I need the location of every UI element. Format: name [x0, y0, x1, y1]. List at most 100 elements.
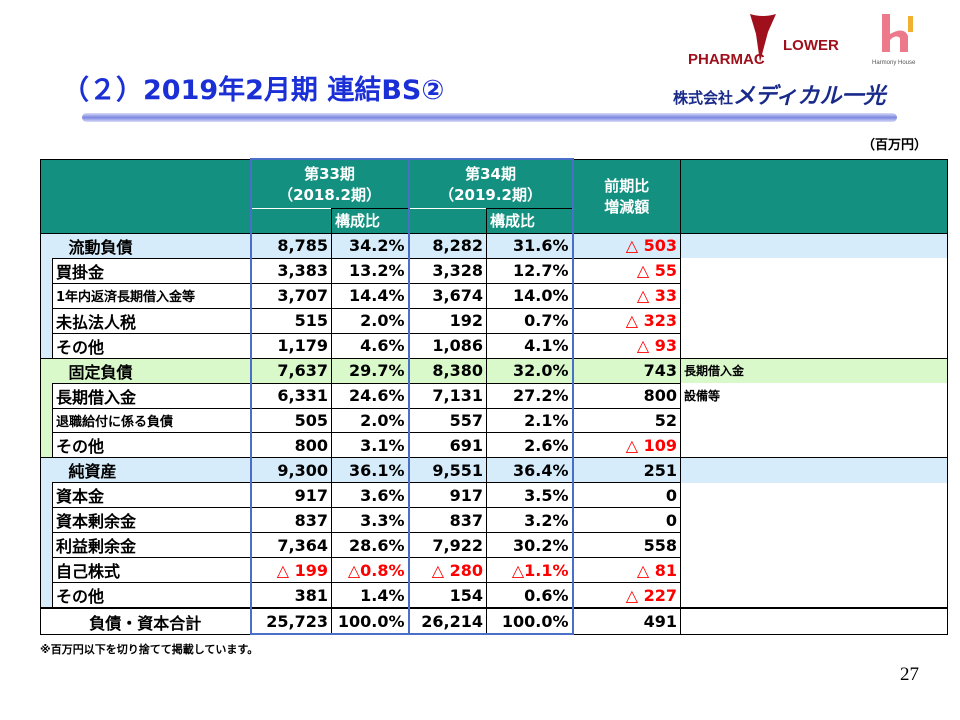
row-label: 資本剰余金 — [52, 507, 251, 534]
company-logo-name: メディカル一光 — [733, 84, 886, 109]
value-change: 0 — [572, 507, 682, 534]
value-period34: 7,131 — [407, 382, 488, 409]
row-note — [680, 532, 949, 558]
row-indent-stripe — [40, 482, 53, 508]
row-label: 1年内返済長期借入金等 — [52, 282, 251, 309]
period33-label: 第33期 — [304, 165, 355, 183]
value-period33: 9,300 — [249, 457, 332, 484]
value-period34: 917 — [407, 482, 488, 509]
row-note — [680, 557, 949, 583]
change-label: 前期比 — [604, 177, 650, 196]
value-change: △ 109 — [572, 432, 682, 459]
ratio-period33: 3.6% — [330, 482, 410, 509]
value-period34: 26,214 — [407, 607, 488, 636]
table-row: 負債・資本合計 25,723 100.0% 26,214 100.0% 491 — [40, 607, 949, 636]
ratio-period33: 4.6% — [330, 332, 410, 359]
period33-sub-label: （2018.2期） — [278, 186, 381, 204]
row-note — [680, 482, 949, 508]
table-row: 純資産 9,300 36.1% 9,551 36.4% 251 — [40, 457, 949, 484]
header-subrow: 構成比 構成比 — [41, 208, 948, 234]
ratio-period33: 2.0% — [330, 407, 410, 434]
value-period33: 25,723 — [249, 607, 332, 636]
ratio-period33: 13.2% — [330, 257, 410, 284]
table-row: 長期借入金 6,331 24.6% 7,131 27.2% 800 設備等 — [40, 382, 949, 409]
ratio-period34: 100.0% — [486, 607, 574, 636]
pharmac-flower-logo: PHARMAC LOWER — [688, 14, 839, 68]
footnote: ※百万円以下を切り捨てて掲載しています。 — [40, 643, 259, 656]
header-period34: 第34期 （2019.2期） — [407, 158, 574, 209]
table-row: 未払法人税 515 2.0% 192 0.7% △ 323 — [40, 307, 949, 334]
value-period34: 3,328 — [407, 257, 488, 284]
value-change: △ 93 — [572, 332, 682, 359]
header-change: 前期比 増減額 — [572, 158, 682, 234]
row-indent-stripe — [40, 232, 53, 259]
row-note — [680, 432, 949, 458]
period34-sub-label: （2019.2期） — [439, 186, 542, 204]
table-row: 固定負債 7,637 29.7% 8,380 32.0% 743 長期借入金 — [40, 357, 949, 384]
value-change: △ 81 — [572, 557, 682, 584]
row-indent-stripe — [40, 432, 53, 458]
value-change: 800 — [572, 382, 682, 409]
value-period33: 381 — [249, 582, 332, 609]
ratio-period33: 28.6% — [330, 532, 410, 559]
value-period34: 8,282 — [407, 232, 488, 259]
value-period34: 8,380 — [407, 357, 488, 384]
header-note — [680, 158, 949, 234]
row-note — [680, 507, 949, 533]
value-period34: 192 — [407, 307, 488, 334]
ratio-period33: 34.2% — [330, 232, 410, 259]
ratio-period34: 2.1% — [486, 407, 574, 434]
value-period33: 800 — [249, 432, 332, 459]
value-period34: △ 280 — [407, 557, 488, 584]
row-note — [680, 258, 949, 284]
row-label: 退職給付に係る負債 — [52, 407, 251, 434]
value-period34: 557 — [407, 407, 488, 434]
row-indent-stripe — [40, 582, 53, 609]
table-row: 1年内返済長期借入金等 3,707 14.4% 3,674 14.0% △ 33 — [40, 282, 949, 309]
table-row: その他 1,179 4.6% 1,086 4.1% △ 93 — [40, 332, 949, 359]
row-note — [680, 607, 949, 635]
header-blank — [40, 158, 251, 234]
row-note — [680, 457, 949, 483]
value-period34: 3,674 — [407, 282, 488, 309]
value-period34: 1,086 — [407, 332, 488, 359]
row-indent-stripe — [40, 408, 53, 433]
title-underline — [82, 113, 897, 122]
value-change: △ 55 — [572, 257, 682, 284]
value-change: 251 — [572, 457, 682, 484]
table-row: 資本剰余金 837 3.3% 837 3.2% 0 — [40, 507, 949, 534]
ratio-period34: 0.6% — [486, 582, 574, 609]
value-period33: 7,637 — [249, 357, 332, 384]
harmony-house-logo: Harmony House — [872, 14, 916, 66]
row-label: 利益剰余金 — [52, 532, 251, 559]
header-period33: 第33期 （2018.2期） — [249, 158, 410, 209]
row-note — [680, 408, 949, 433]
svg-text:PHARMAC: PHARMAC — [688, 51, 765, 68]
value-period33: 505 — [249, 407, 332, 434]
ratio-period34: 12.7% — [486, 257, 574, 284]
table-row: 買掛金 3,383 13.2% 3,328 12.7% △ 55 — [40, 257, 949, 284]
row-label: その他 — [52, 332, 251, 359]
value-period33: 837 — [249, 507, 332, 534]
value-period33: 515 — [249, 307, 332, 334]
row-indent-stripe — [40, 532, 53, 558]
header-blank-34 — [407, 208, 488, 234]
row-label: その他 — [52, 432, 251, 459]
row-indent-stripe — [40, 333, 53, 359]
value-period34: 837 — [407, 507, 488, 534]
value-change: 558 — [572, 532, 682, 559]
value-period33: 917 — [249, 482, 332, 509]
svg-text:LOWER: LOWER — [783, 37, 839, 54]
ratio-period33: 24.6% — [330, 382, 410, 409]
row-note — [680, 232, 949, 259]
ratio-period33: △0.8% — [330, 557, 410, 584]
ratio-period33: 3.1% — [330, 432, 410, 459]
header-ratio-34: 構成比 — [486, 208, 574, 234]
row-label: その他 — [52, 582, 251, 609]
ratio-period34: 32.0% — [486, 357, 574, 384]
row-indent-stripe — [40, 557, 53, 583]
row-label: 固定負債 — [52, 357, 251, 384]
header-ratio-33: 構成比 — [330, 208, 410, 234]
value-change: △ 33 — [572, 282, 682, 309]
